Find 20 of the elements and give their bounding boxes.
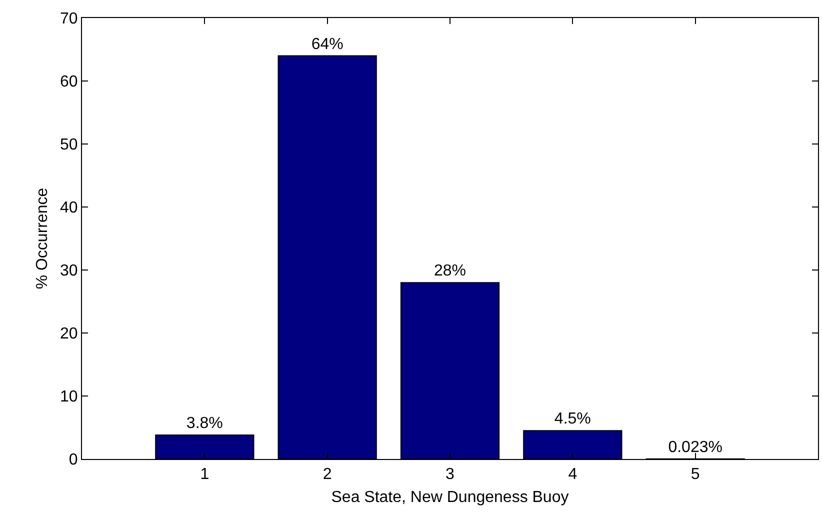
y-axis-title: % Occurrence	[34, 188, 51, 290]
y-tick-label: 20	[60, 326, 78, 343]
data-label: 0.023%	[668, 438, 722, 456]
x-tick-label: 1	[200, 466, 210, 484]
x-tick-label: 5	[690, 466, 700, 484]
x-tick-label: 2	[322, 466, 332, 484]
y-tick-label: 50	[60, 136, 78, 154]
x-axis-title: Sea State, New Dungeness Buoy	[331, 488, 569, 506]
data-label: 28%	[434, 262, 466, 280]
y-tick-label: 40	[60, 200, 78, 217]
data-label: 3.8%	[186, 415, 223, 432]
x-tick-label: 3	[446, 466, 455, 484]
y-tick-label: 70	[60, 10, 78, 28]
y-tick-label: 0	[68, 452, 78, 469]
y-tick-label: 30	[60, 262, 78, 280]
data-label: 64%	[311, 36, 344, 53]
data-label: 4.5%	[554, 410, 591, 428]
y-tick-label: 10	[60, 388, 78, 406]
y-tick-label: 60	[60, 74, 78, 91]
x-tick-label: 4	[568, 466, 578, 484]
